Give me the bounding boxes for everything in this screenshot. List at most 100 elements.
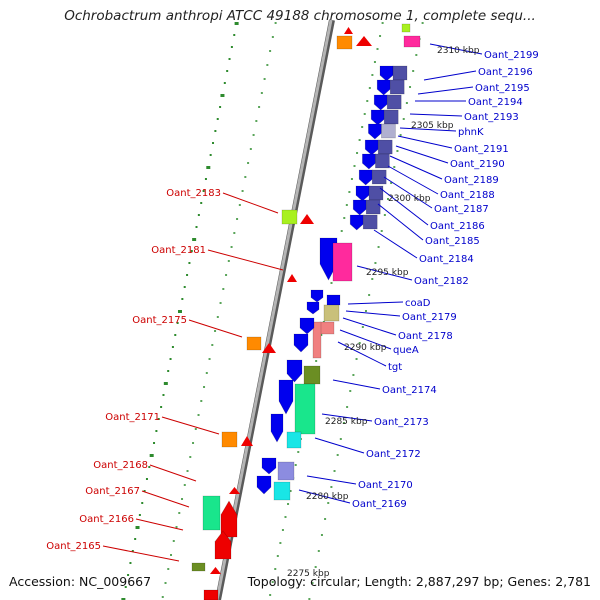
scale-label-2280: 2280 kbp (306, 492, 349, 502)
leader-line-oant_2199 (429, 43, 483, 55)
gene-labels: Oant_2199 Oant_2196 Oant_2195 Oant_2194 Oant… (46, 50, 538, 552)
leader-line-oant_2173 (321, 413, 373, 422)
gene-arrow-forward (293, 333, 309, 353)
inner-left-guide-dot (269, 50, 272, 52)
leader-line-oant_2188 (387, 165, 439, 195)
inner-left-guide-dot (271, 36, 274, 38)
outer-left-guide-dot (209, 154, 212, 156)
inner-left-guide-dot (233, 232, 236, 234)
inner-right-guide-dot (371, 74, 374, 76)
outer-right-guide-dot (421, 22, 424, 24)
gene-block-slate (386, 94, 402, 110)
gene-label-quea: queA (393, 345, 419, 356)
inner-left-guide-dot (225, 274, 228, 276)
outer-left-guide-dot (162, 394, 165, 396)
gene-block-green (202, 495, 221, 531)
outer-left-guide-dot (188, 262, 191, 264)
inner-left-guide-dot (258, 106, 261, 108)
gene-label-oant_2166: Oant_2166 (79, 514, 134, 525)
inner-left-guide-dot (266, 64, 269, 66)
gene-block-slate (389, 79, 405, 95)
inner-left-guide-dot (249, 148, 252, 150)
outer-left-guide-dot (228, 58, 231, 60)
outer-left-guide-dot (202, 190, 205, 192)
outer-left-guide-dot (181, 298, 184, 300)
inner-left-guide-dot (244, 176, 247, 178)
leader-line-oant_2170 (306, 475, 357, 485)
gene-label-oant_2189: Oant_2189 (444, 175, 499, 186)
outer-right-guide-dot (342, 422, 345, 424)
gene-arrow-forward (306, 301, 320, 315)
inner-right-guide-dot (281, 529, 284, 531)
leader-line-tgt (337, 341, 387, 367)
inner-left-guide-dot (186, 470, 189, 472)
leader-line-phnk (399, 127, 457, 132)
outer-left-guide-dot (186, 274, 189, 276)
gene-label-oant_2173: Oant_2173 (374, 417, 429, 428)
gene-arrow-forward (270, 413, 284, 443)
gene-block-slate (381, 123, 396, 139)
leader-line-oant_2175 (188, 319, 243, 338)
inner-right-guide-dot (368, 87, 371, 89)
inner-left-guide-dot (197, 414, 200, 416)
gene-label-oant_2190: Oant_2190 (450, 159, 505, 170)
outer-right-guide-dot (377, 246, 380, 248)
outer-right-guide-dot (387, 198, 390, 200)
outer-left-guide-dot (160, 406, 163, 408)
outer-left-guide-dot (149, 454, 154, 457)
inner-right-guide-dot (274, 568, 277, 570)
leader-line-quea (339, 329, 392, 350)
inner-left-guide-dot (219, 302, 222, 304)
leader-line-oant_2171 (161, 416, 220, 435)
inner-left-guide-dot (274, 22, 277, 24)
leader-line-oant_2193 (409, 113, 463, 117)
inner-right-guide-dot (271, 581, 274, 583)
outer-left-guide-dot (234, 22, 239, 25)
outer-right-guide-dot (320, 534, 323, 536)
outer-left-guide-dot (206, 166, 211, 169)
gene-label-oant_2169: Oant_2169 (352, 499, 407, 510)
gene-block-pink (403, 35, 421, 48)
gene-label-oant_2175: Oant_2175 (132, 315, 187, 326)
gene-label-oant_2179: Oant_2179 (402, 312, 457, 323)
gene-block-orange (246, 336, 262, 351)
outer-right-guide-dot (371, 278, 374, 280)
outer-right-guide-dot (364, 310, 367, 312)
inner-left-guide-dot (263, 78, 266, 80)
topology-text: Topology: circular; Length: 2,887,297 bp… (247, 574, 591, 589)
accession-text: Accession: NC_009667 (9, 574, 152, 589)
outer-left-guide-dot (195, 226, 198, 228)
inner-left-guide-dot (183, 484, 186, 486)
outer-left-guide-dot (153, 442, 156, 444)
inner-left-guide-dot (200, 400, 203, 402)
gene-block-red (203, 589, 219, 600)
inner-right-guide-dot (366, 100, 369, 102)
gene-label-oant_2199: Oant_2199 (484, 50, 539, 61)
leader-line-coad (347, 301, 404, 305)
inner-left-guide-dot (194, 428, 197, 430)
outer-right-guide-dot (308, 598, 311, 600)
leader-line-oant_2187 (383, 176, 433, 209)
gene-arrow-forward (355, 185, 370, 202)
inner-left-guide-dot (205, 372, 208, 374)
gene-arrow-forward (349, 214, 364, 231)
outer-right-guide-dot (339, 438, 342, 440)
gene-label-oant_2188: Oant_2188 (440, 190, 495, 201)
outer-left-guide-dot (145, 478, 148, 480)
outer-right-guide-dot (415, 54, 418, 56)
gene-arrow-reverse (287, 274, 297, 282)
outer-left-guide-dot (204, 178, 207, 180)
outer-left-guide-dot (171, 346, 174, 348)
outer-right-guide-dot (402, 118, 405, 120)
outer-right-guide-dot (358, 342, 361, 344)
gene-block-orange (221, 431, 238, 448)
inner-right-guide-dot (269, 594, 272, 596)
gene-block-slate (365, 199, 381, 215)
gene-block-slate (377, 139, 393, 155)
outer-left-guide-dot (169, 358, 172, 360)
gene-label-oant_2195: Oant_2195 (475, 83, 530, 94)
leader-line-oant_2184 (373, 229, 418, 259)
inner-left-guide-dot (222, 288, 225, 290)
outer-left-guide-dot (230, 46, 233, 48)
